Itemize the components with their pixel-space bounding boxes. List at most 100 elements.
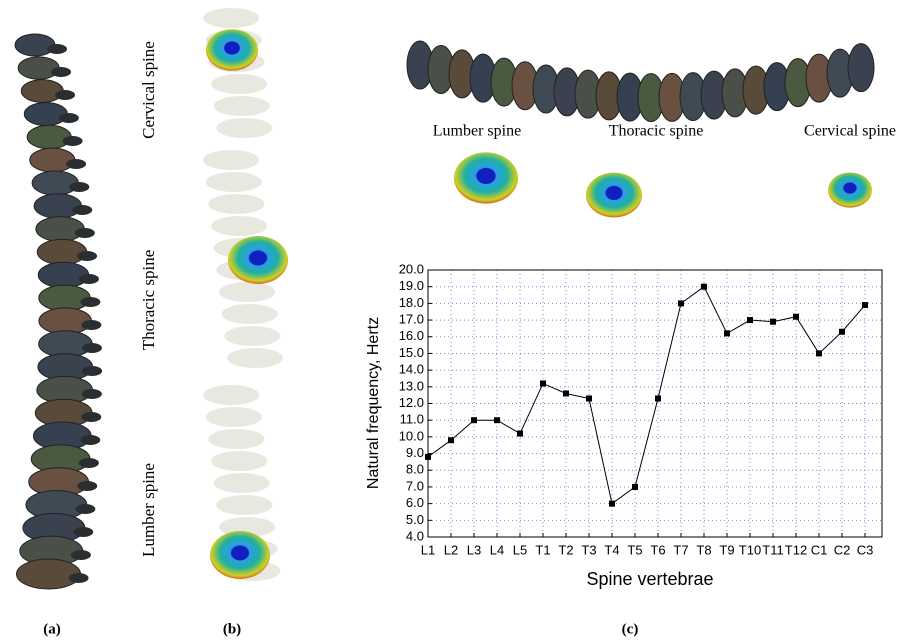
data-point (839, 329, 845, 335)
process (51, 67, 71, 77)
process (80, 435, 100, 445)
ghost-vertebra (203, 150, 259, 170)
x-tick-label: T11 (762, 542, 783, 557)
y-tick-label: 8.0 (406, 462, 424, 477)
data-point (540, 380, 546, 386)
x-tick-label: C3 (857, 542, 874, 557)
data-point (793, 314, 799, 320)
vertebra (17, 559, 81, 589)
view-label: Lumber spine (433, 123, 521, 140)
view-label: Thoracic spine (609, 123, 704, 140)
data-point (747, 317, 753, 323)
process (79, 458, 99, 468)
x-tick-label: T10 (739, 542, 761, 557)
process (72, 205, 92, 215)
x-tick-label: T4 (604, 542, 619, 557)
y-tick-label: 17.0 (399, 312, 424, 327)
process (77, 481, 97, 491)
y-tick-label: 19.0 (399, 278, 424, 293)
y-tick-label: 9.0 (406, 445, 424, 460)
ghost-vertebra (206, 172, 262, 192)
process (80, 297, 100, 307)
y-tick-label: 12.0 (399, 395, 424, 410)
data-point (816, 350, 822, 356)
view-label: Thoracic spine (139, 250, 158, 351)
data-point (632, 484, 638, 490)
ghost-vertebra (208, 429, 264, 449)
figure: (a) (b) (c) Cervical spine Thoracic spin… (0, 0, 911, 643)
ghost-vertebra (211, 451, 267, 471)
ghost-vertebra (203, 385, 259, 405)
fea-core (476, 168, 495, 184)
ghost-vertebra (219, 282, 275, 302)
fea-core (606, 186, 623, 200)
view-label: Lumber spine (139, 463, 158, 557)
ghost-vertebra (224, 326, 280, 346)
vertebra (32, 171, 78, 195)
data-point (517, 431, 523, 437)
ghost-vertebra (206, 407, 262, 427)
ghost-vertebra (208, 194, 264, 214)
x-tick-label: L4 (490, 542, 504, 557)
data-point (862, 302, 868, 308)
ghost-vertebra (214, 96, 270, 116)
vertebra (15, 34, 55, 56)
x-tick-label: T8 (696, 542, 711, 557)
y-tick-label: 4.0 (406, 528, 424, 543)
process (69, 573, 89, 583)
panel-label: (a) (43, 621, 61, 637)
vertebra (37, 239, 86, 264)
view-label: Cervical spine (139, 41, 158, 139)
vertebra (38, 262, 88, 287)
y-tick-label: 18.0 (399, 295, 424, 310)
vertebra (21, 80, 63, 103)
ghost-vertebra (214, 473, 270, 493)
vertebra (30, 148, 75, 172)
x-tick-label: T5 (627, 542, 642, 557)
process (63, 136, 83, 146)
data-point (770, 319, 776, 325)
panel-label: (c) (622, 621, 639, 637)
process (82, 366, 102, 376)
process (47, 44, 67, 54)
x-tick-label: T7 (673, 542, 688, 557)
x-tick-label: T2 (558, 542, 573, 557)
y-tick-label: 6.0 (406, 495, 424, 510)
data-point (563, 390, 569, 396)
x-tick-label: T3 (581, 542, 596, 557)
panel-label: (b) (223, 621, 241, 637)
y-axis-title: Natural frequency, Hertz (365, 317, 382, 489)
x-tick-label: T9 (719, 542, 734, 557)
data-point (448, 437, 454, 443)
y-tick-label: 14.0 (399, 362, 424, 377)
process (79, 274, 99, 284)
fea-core (843, 183, 856, 194)
vertebra (848, 44, 874, 92)
chart: Spine vertebrae Natural frequency, Hertz… (365, 261, 882, 588)
process (71, 550, 91, 560)
data-line (428, 287, 865, 504)
x-tick-label: C2 (834, 542, 851, 557)
fea-core (249, 251, 267, 266)
vertebra (24, 102, 67, 125)
data-point (471, 417, 477, 423)
x-tick-label: L5 (513, 542, 527, 557)
y-tick-label: 11.0 (400, 412, 424, 427)
ghost-vertebra (211, 74, 267, 94)
data-point (724, 330, 730, 336)
data-point (586, 395, 592, 401)
ghost-vertebra (211, 216, 267, 236)
y-tick-label: 16.0 (399, 328, 424, 343)
vertebra (34, 194, 81, 218)
ghost-vertebra (222, 304, 278, 324)
process (73, 527, 93, 537)
process (55, 90, 75, 100)
y-tick-label: 13.0 (399, 378, 424, 393)
view-label: Cervical spine (804, 123, 896, 140)
process (82, 343, 102, 353)
vertebra (39, 308, 92, 334)
x-tick-label: T1 (535, 542, 550, 557)
process (81, 412, 101, 422)
y-tick-label: 20.0 (399, 261, 424, 276)
x-tick-label: C1 (811, 542, 828, 557)
